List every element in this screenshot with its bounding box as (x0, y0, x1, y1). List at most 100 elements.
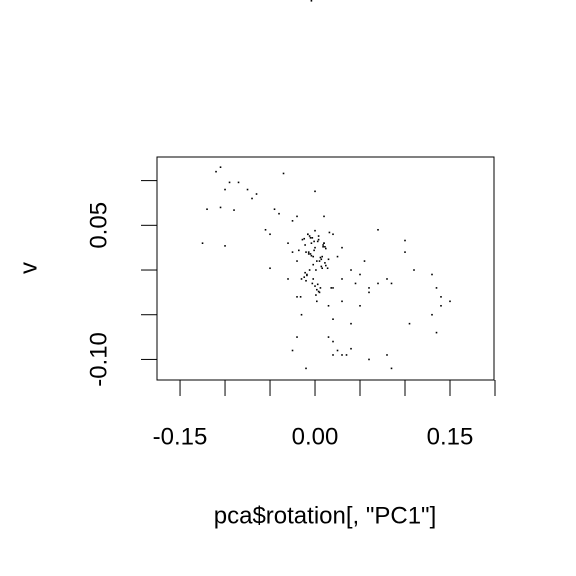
point (296, 260, 298, 262)
point (291, 349, 294, 352)
point (269, 233, 271, 236)
point (312, 255, 315, 258)
point (320, 265, 323, 268)
point (341, 354, 343, 356)
point (300, 313, 303, 316)
point (312, 263, 315, 266)
point (319, 287, 322, 289)
point (224, 188, 226, 191)
point (219, 166, 222, 168)
point (251, 197, 253, 200)
point (303, 276, 306, 278)
point (301, 238, 304, 241)
point (310, 254, 313, 257)
point (332, 233, 334, 236)
point (324, 262, 326, 264)
point (408, 322, 411, 325)
point (316, 288, 318, 291)
point (350, 269, 352, 271)
point (317, 238, 320, 241)
point (386, 354, 388, 356)
point (296, 296, 298, 298)
point (311, 282, 314, 285)
point (273, 208, 276, 211)
y-axis-label: v (15, 262, 42, 274)
point (314, 190, 316, 193)
point (404, 251, 406, 253)
point (316, 240, 319, 243)
point (309, 237, 312, 239)
point (440, 304, 442, 307)
point (300, 278, 303, 280)
point (390, 282, 393, 285)
point (309, 253, 312, 255)
point (326, 267, 329, 270)
point (318, 260, 321, 262)
point (317, 290, 320, 293)
point (296, 336, 298, 338)
point (311, 237, 314, 239)
point (315, 269, 317, 271)
point (322, 245, 324, 248)
point (336, 255, 339, 258)
point (327, 304, 330, 307)
point (390, 367, 393, 370)
point (282, 172, 285, 175)
point (310, 242, 313, 244)
point (363, 260, 366, 262)
point (321, 267, 324, 270)
point (404, 239, 406, 242)
point (323, 215, 325, 218)
point (321, 255, 324, 258)
point (237, 181, 240, 184)
point (306, 273, 308, 276)
point (323, 242, 325, 244)
point (219, 206, 222, 209)
point (303, 237, 306, 240)
point (318, 291, 321, 294)
point (313, 249, 315, 252)
point (307, 253, 310, 255)
point (299, 296, 302, 298)
point (324, 245, 326, 248)
point (316, 260, 318, 262)
point (327, 258, 330, 261)
point (304, 271, 306, 274)
point (215, 170, 217, 173)
point (368, 287, 370, 289)
x-tick-label: 0.15 (427, 423, 474, 450)
point (350, 347, 352, 350)
point (206, 208, 208, 211)
point (325, 247, 327, 250)
point (368, 358, 370, 361)
plot-box (156, 156, 495, 381)
point (332, 287, 334, 289)
point (368, 291, 370, 294)
point (330, 287, 333, 289)
point (435, 331, 438, 334)
point (314, 246, 316, 249)
point (336, 349, 339, 352)
point (377, 282, 379, 285)
point (296, 215, 298, 218)
point (317, 235, 320, 237)
point (308, 235, 311, 237)
point (431, 273, 433, 276)
point (304, 244, 306, 246)
point (341, 246, 343, 249)
x-axis-label: pca$rotation[, "PC1"] (214, 502, 437, 529)
point (305, 367, 307, 370)
point (306, 274, 308, 277)
point (287, 278, 289, 280)
x-tick-label: -0.15 (153, 423, 208, 450)
y-tick-label: 0.05 (85, 202, 112, 249)
point (327, 336, 330, 338)
point (269, 267, 271, 270)
point (431, 313, 433, 316)
point (314, 285, 316, 287)
point (287, 242, 289, 244)
point (264, 228, 267, 231)
point (310, 0, 313, 2)
point (440, 296, 442, 298)
point (314, 229, 316, 232)
